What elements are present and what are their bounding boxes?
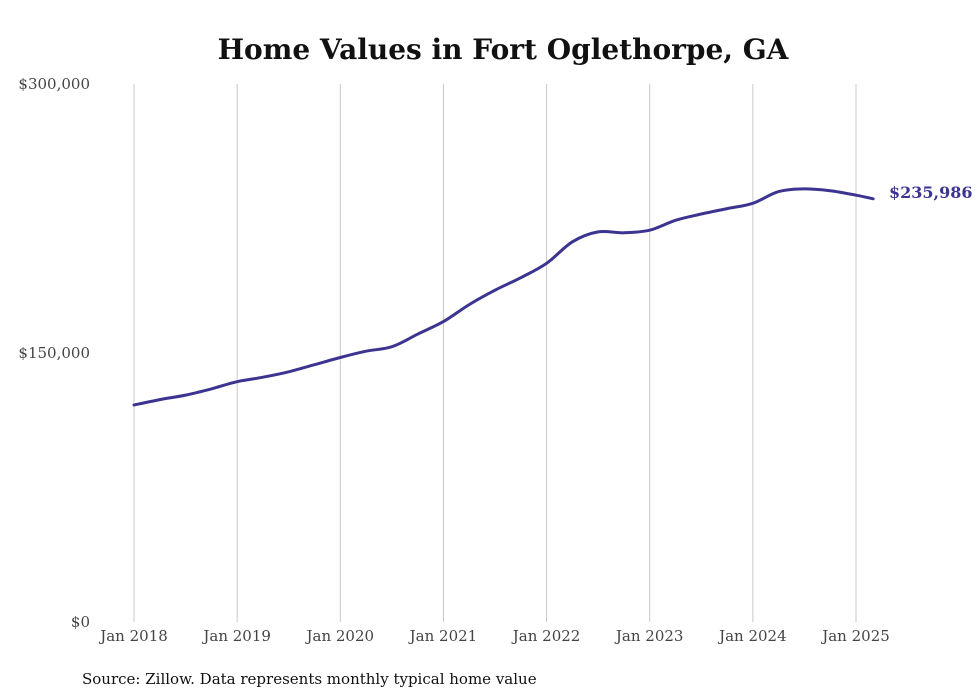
y-tick-label: $300,000 [18,75,90,93]
x-tick-label: Jan 2024 [717,627,787,645]
x-tick-label: Jan 2018 [98,627,168,645]
x-tick-label: Jan 2021 [408,627,478,645]
chart-title: Home Values in Fort Oglethorpe, GA [218,33,790,66]
x-tick-label: Jan 2023 [614,627,684,645]
series-layer [132,187,875,407]
x-tick-label: Jan 2019 [201,627,271,645]
y-tick-label: $150,000 [18,344,90,362]
end-value-label: $235,986 [889,183,973,202]
y-axis-ticks: $0 $150,000 $300,000 [18,75,90,631]
grid-lines [133,84,857,622]
x-axis-ticks: Jan 2018 Jan 2019 Jan 2020 Jan 2021 Jan 2022… [98,627,890,645]
x-tick-label: Jan 2025 [820,627,890,645]
x-tick-label: Jan 2022 [511,627,581,645]
home-value-line [132,187,875,407]
source-note: Source: Zillow. Data represents monthly … [82,670,537,688]
x-tick-label: Jan 2020 [305,627,375,645]
y-tick-label: $0 [71,613,90,631]
